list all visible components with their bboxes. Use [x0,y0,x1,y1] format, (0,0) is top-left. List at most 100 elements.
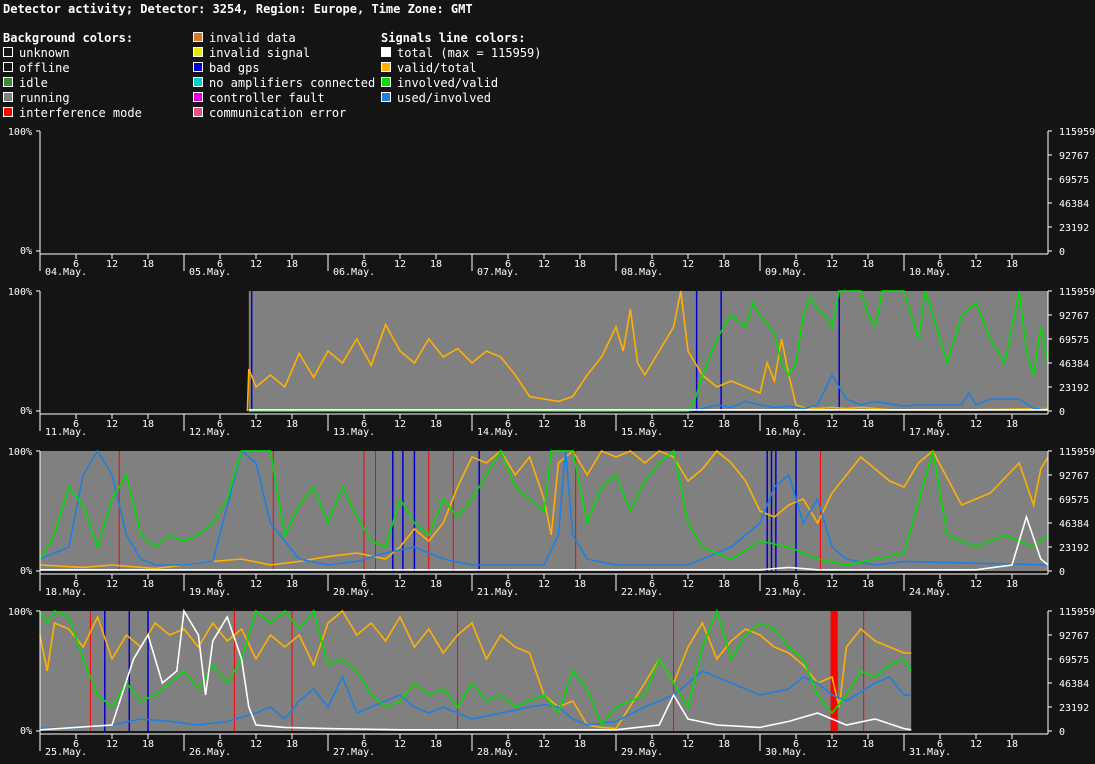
legend-item-controller-fault: controller fault [193,91,375,106]
hour-label: 6 [361,579,367,590]
hour-label: 12 [106,419,118,430]
day-label: 23.May. [765,587,807,598]
day-label: 19.May. [189,587,231,598]
day-label: 16.May. [765,427,807,438]
hour-label: 6 [649,259,655,270]
hour-label: 6 [361,739,367,750]
series-line-valid-total [39,449,1049,570]
hour-label: 12 [394,739,406,750]
hour-label: 6 [649,739,655,750]
hour-label: 6 [361,419,367,430]
hour-label: 18 [286,259,298,270]
y-tick-label-right: 23192 [1059,703,1089,714]
y-tick-label-right: 23192 [1059,383,1089,394]
hour-label: 18 [1006,259,1018,270]
day-label: 18.May. [45,587,87,598]
hour-label: 12 [682,739,694,750]
hour-label: 6 [217,259,223,270]
legend-background: Background colors: unknown offline idle … [3,31,142,121]
day-label: 17.May. [909,427,951,438]
series-line-valid-total [39,609,912,730]
hour-label: 12 [106,259,118,270]
series-line-total [39,608,912,731]
swatch-icon [381,77,391,87]
swatch-icon [381,47,391,57]
hour-label: 18 [286,579,298,590]
hour-label: 12 [250,259,262,270]
y-tick-label-left: 0% [20,566,32,577]
hour-label: 12 [250,579,262,590]
y-tick-label-right: 92767 [1059,151,1089,162]
hour-label: 18 [718,259,730,270]
swatch-icon [193,62,203,72]
y-tick-label-left: 0% [20,406,32,417]
legend-item-used-involved: used/involved [381,91,542,106]
hour-label: 6 [505,739,511,750]
hour-label: 6 [937,739,943,750]
running-region [248,291,1049,411]
y-tick-label-right: 46384 [1059,199,1089,210]
hour-label: 18 [286,739,298,750]
y-tick-label-right: 92767 [1059,471,1089,482]
hour-label: 6 [937,419,943,430]
legend-item-involved-valid: involved/valid [381,76,542,91]
day-label: 06.May. [333,267,375,278]
hour-label: 18 [718,739,730,750]
hour-label: 12 [250,739,262,750]
hour-label: 18 [142,739,154,750]
day-label: 15.May. [621,427,663,438]
hour-label: 12 [682,419,694,430]
swatch-icon [193,47,203,57]
day-label: 29.May. [621,747,663,758]
hour-label: 18 [142,579,154,590]
legend-item-bad-gps: bad gps [193,61,375,76]
swatch-icon [3,77,13,87]
day-label: 11.May. [45,427,87,438]
hour-label: 12 [826,419,838,430]
legend-background-2: invalid data invalid signal bad gps no a… [193,31,375,121]
y-tick-label-right: 0 [1059,247,1065,258]
hour-label: 12 [682,259,694,270]
hour-label: 18 [1006,739,1018,750]
hour-label: 18 [862,419,874,430]
series-line-involved-valid [248,290,1049,412]
hour-label: 6 [793,739,799,750]
y-tick-label-right: 23192 [1059,543,1089,554]
day-label: 26.May. [189,747,231,758]
day-label: 13.May. [333,427,375,438]
day-label: 10.May. [909,267,951,278]
hour-label: 6 [793,419,799,430]
hour-label: 18 [862,259,874,270]
legend-signals-header: Signals line colors: [381,31,526,45]
hour-label: 6 [649,419,655,430]
hour-label: 6 [217,419,223,430]
hour-label: 12 [394,259,406,270]
y-tick-label-right: 115959 [1059,127,1095,138]
y-tick-label-right: 46384 [1059,519,1089,530]
hour-label: 6 [73,739,79,750]
day-label: 30.May. [765,747,807,758]
series-line-used-involved [39,670,912,730]
hour-label: 6 [937,579,943,590]
day-label: 21.May. [477,587,519,598]
swatch-icon [3,107,13,117]
series-line-used-involved [248,373,1049,412]
y-tick-label-right: 0 [1059,567,1065,578]
hour-label: 12 [106,579,118,590]
day-label: 25.May. [45,747,87,758]
legend-item-invalid-signal: invalid signal [193,46,375,61]
y-tick-label-left: 0% [20,726,32,737]
hour-label: 6 [217,739,223,750]
day-label: 05.May. [189,267,231,278]
swatch-icon [193,77,203,87]
hour-label: 12 [970,739,982,750]
hour-label: 6 [505,419,511,430]
y-tick-label-right: 69575 [1059,335,1089,346]
hour-label: 12 [394,579,406,590]
page-title: Detector activity; Detector: 3254, Regio… [3,2,473,16]
day-label: 08.May. [621,267,663,278]
y-tick-label-right: 92767 [1059,631,1089,642]
hour-label: 18 [574,259,586,270]
y-tick-label-right: 46384 [1059,679,1089,690]
series-line-used-involved [39,449,1049,566]
